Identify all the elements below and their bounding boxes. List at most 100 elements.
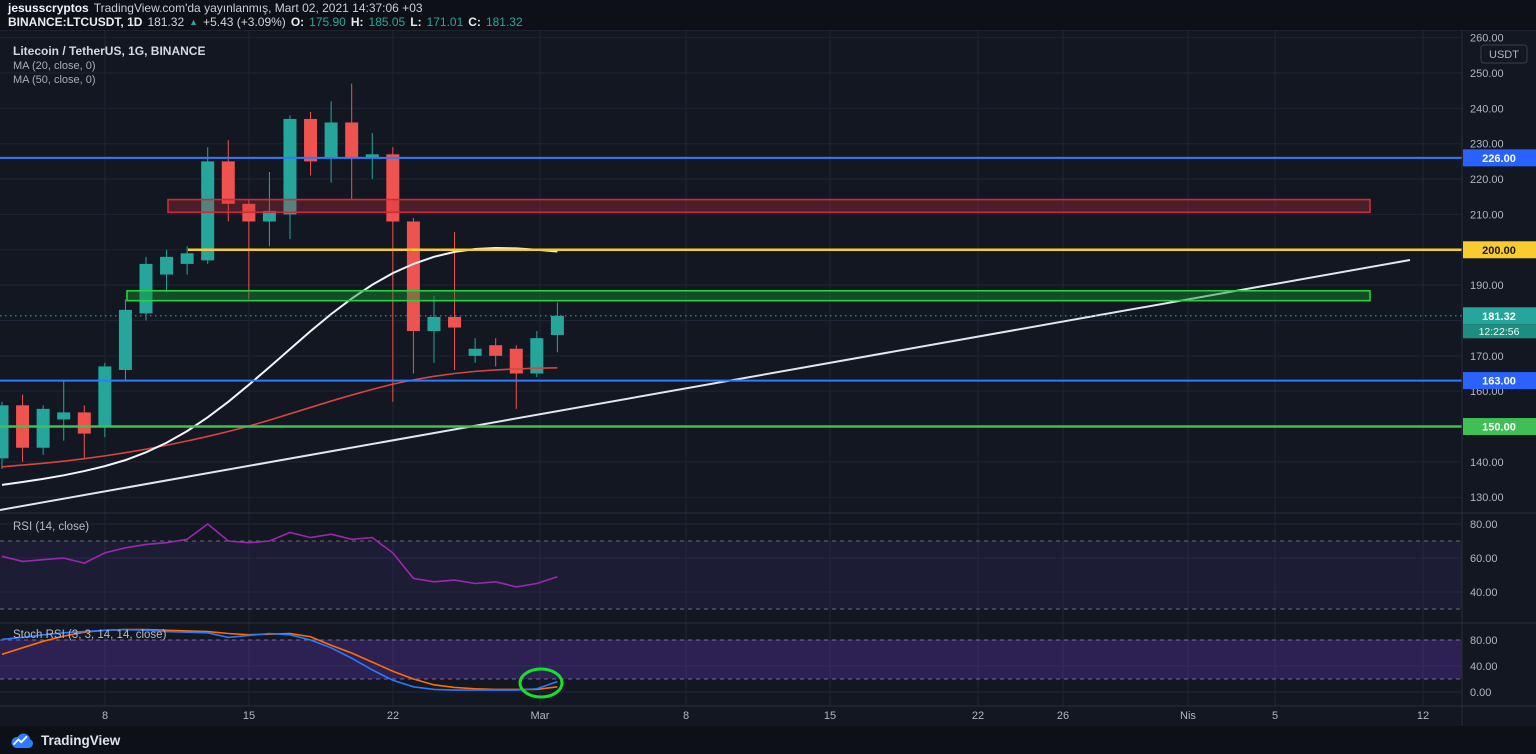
svg-text:226.00: 226.00 [1482, 153, 1516, 165]
price-pane[interactable] [0, 83, 1462, 511]
candle-body [304, 118, 318, 162]
ma50-line [1, 367, 558, 468]
candle-body [530, 338, 544, 374]
svg-text:210.00: 210.00 [1470, 209, 1504, 221]
price-label-163.00[interactable]: 163.00 [1463, 372, 1536, 390]
svg-text:15: 15 [824, 710, 836, 722]
svg-text:Mar: Mar [531, 710, 550, 722]
stoch-band [0, 640, 1462, 679]
svg-text:22: 22 [972, 710, 984, 722]
footer-brand-text[interactable]: TradingView [41, 732, 121, 748]
candle-body [427, 316, 441, 332]
candle-body [118, 309, 132, 370]
candle-body [98, 366, 112, 427]
candle-body [509, 348, 523, 374]
publish-info: jesusscryptos TradingView.com'da yayınlan… [8, 1, 423, 15]
open-label: O: [290, 15, 305, 29]
svg-text:163.00: 163.00 [1482, 376, 1516, 388]
support-zone[interactable] [126, 289, 1371, 302]
svg-text:Nis: Nis [1180, 710, 1196, 722]
time-axis[interactable]: 8 15 22 Mar 8 15 22 26 Nis 5 12 [102, 710, 1429, 722]
footer-bar: TradingView [0, 726, 1536, 754]
price-axis[interactable]: 260.00 250.00 240.00 230.00 220.00 210.00 190.… [1463, 33, 1536, 699]
candle-body [365, 154, 379, 158]
candle-body [386, 154, 400, 222]
grid [0, 30, 1462, 706]
svg-text:140.00: 140.00 [1470, 457, 1504, 469]
svg-text:130.00: 130.00 [1470, 492, 1504, 504]
candle-body [283, 118, 297, 215]
bullish-cross-circle-annotation[interactable] [518, 667, 564, 699]
candle-body [57, 412, 71, 420]
candle-body [468, 348, 482, 356]
rsi-pane[interactable] [0, 522, 1462, 610]
svg-text:12: 12 [1417, 710, 1429, 722]
candle-body [180, 253, 194, 264]
svg-text:260.00: 260.00 [1470, 33, 1504, 45]
candle-body [0, 405, 9, 459]
candle-body [139, 263, 153, 314]
rsi-line [1, 522, 558, 588]
candle-body [262, 210, 276, 222]
stoch-k-line [1, 628, 558, 691]
svg-text:26: 26 [1057, 710, 1069, 722]
price-change: +5.43 (+3.09%) [203, 15, 286, 29]
author-name[interactable]: jesusscryptos [8, 1, 89, 15]
stoch-rsi-pane[interactable] [0, 628, 1462, 699]
candle-body [201, 161, 215, 261]
high-value: 185.05 [368, 15, 406, 29]
svg-text:220.00: 220.00 [1470, 174, 1504, 186]
last-price-label[interactable]: 181.32 12:22:56 [1463, 307, 1536, 339]
svg-text:160.00: 160.00 [1470, 386, 1504, 398]
last-price-value: 181.32 [147, 15, 185, 29]
svg-text:8: 8 [683, 710, 689, 722]
low-label: L: [410, 15, 422, 29]
price-label-200.00[interactable]: 200.00 [1463, 241, 1536, 259]
svg-text:80.00: 80.00 [1470, 519, 1498, 531]
low-value: 171.01 [426, 15, 464, 29]
trendline-drawing[interactable] [0, 259, 1411, 511]
up-arrow-icon: ▲ [189, 17, 199, 27]
rsi-band [0, 541, 1462, 609]
svg-text:15: 15 [243, 710, 255, 722]
publish-text: TradingView.com'da yayınlanmış, Mart 02,… [93, 1, 423, 15]
svg-text:240.00: 240.00 [1470, 103, 1504, 115]
svg-text:170.00: 170.00 [1470, 351, 1504, 363]
svg-text:0.00: 0.00 [1470, 687, 1491, 699]
symbol-title[interactable]: BINANCE:LTCUSDT, 1D [8, 15, 143, 29]
close-label: C: [468, 15, 481, 29]
svg-text:8: 8 [102, 710, 108, 722]
candle-body [160, 256, 174, 275]
svg-text:200.00: 200.00 [1482, 245, 1516, 257]
svg-text:12:22:56: 12:22:56 [1479, 326, 1520, 338]
currency-toggle-button[interactable] [1480, 44, 1528, 64]
price-label-226.00[interactable]: 226.00 [1463, 149, 1536, 167]
svg-text:40.00: 40.00 [1470, 587, 1498, 599]
candles-group [0, 83, 564, 469]
candle-body [77, 412, 91, 434]
candle-body [324, 122, 338, 158]
candle-body [448, 316, 462, 328]
svg-text:22: 22 [387, 710, 399, 722]
svg-text:80.00: 80.00 [1470, 635, 1498, 647]
svg-text:190.00: 190.00 [1470, 280, 1504, 292]
svg-text:40.00: 40.00 [1470, 661, 1498, 673]
high-label: H: [350, 15, 364, 29]
price-label-150.00[interactable]: 150.00 [1463, 418, 1536, 436]
svg-text:230.00: 230.00 [1470, 139, 1504, 151]
svg-text:5: 5 [1272, 710, 1278, 722]
svg-text:181.32: 181.32 [1482, 311, 1516, 323]
candle-body [345, 122, 359, 158]
candle-body [550, 315, 564, 335]
svg-text:250.00: 250.00 [1470, 68, 1504, 80]
tradingview-logo-icon[interactable] [10, 732, 34, 749]
candle-body [406, 221, 420, 332]
candle-body [221, 161, 235, 204]
open-value: 175.90 [309, 15, 346, 29]
resistance-zone[interactable] [167, 198, 1371, 214]
svg-text:60.00: 60.00 [1470, 553, 1498, 565]
svg-text:150.00: 150.00 [1482, 422, 1516, 434]
header: jesusscryptos TradingView.com'da yayınlan… [0, 0, 1536, 30]
